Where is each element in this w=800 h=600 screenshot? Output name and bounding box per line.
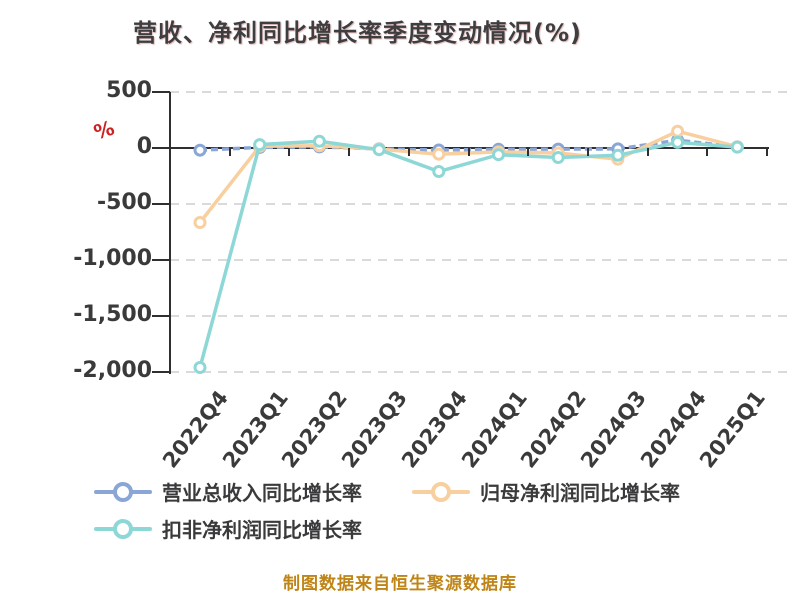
legend-label: 营业总收入同比增长率 (162, 481, 362, 505)
data-point-marker (671, 135, 685, 149)
data-point-marker (253, 138, 267, 152)
gridline (170, 203, 790, 205)
data-point-marker (611, 148, 625, 162)
y-tick-label: -1,000 (73, 246, 152, 271)
data-point-marker (193, 361, 207, 374)
y-axis-line (169, 92, 171, 374)
y-axis-tick (152, 371, 170, 373)
y-axis-tick (152, 91, 170, 93)
x-axis-tick (288, 148, 291, 156)
chart-title: 营收、净利同比增长率季度变动情况(%) (133, 19, 582, 47)
y-axis-tick (152, 203, 170, 205)
y-tick-label: 500 (106, 78, 152, 103)
footer-source-text: 制图数据来自恒生聚源数据库 (283, 574, 517, 594)
x-axis-tick (706, 148, 709, 156)
data-point-marker (671, 124, 685, 138)
gridline (170, 371, 790, 373)
legend-label: 归母净利润同比增长率 (480, 481, 680, 505)
y-tick-label: -2,000 (73, 358, 152, 383)
x-axis-tick (467, 148, 470, 156)
y-tick-label: -1,500 (73, 302, 152, 327)
legend-marker-teal-icon (94, 518, 152, 540)
x-axis-tick (169, 148, 171, 156)
y-tick-label: 0 (136, 134, 152, 159)
data-point-marker (193, 216, 207, 229)
y-axis-tick (152, 259, 170, 261)
x-axis-tick (407, 148, 410, 156)
data-point-marker (551, 151, 565, 164)
legend-label: 扣非净利润同比增长率 (162, 518, 362, 542)
y-axis-tick (152, 147, 170, 149)
x-axis-tick (348, 148, 351, 156)
gridline (170, 91, 790, 93)
data-point-marker (193, 143, 207, 157)
x-axis-tick (766, 148, 768, 156)
data-point-marker (492, 148, 505, 162)
data-point-marker (730, 140, 744, 154)
gridline (170, 315, 790, 317)
gridline (170, 259, 790, 261)
x-axis-tick (527, 148, 530, 156)
x-axis-tick (646, 148, 649, 156)
x-axis-tick (586, 148, 589, 156)
legend-item-revenue-growth: 营业总收入同比增长率 (94, 477, 362, 506)
legend-item-net-profit-growth: 归母净利润同比增长率 (412, 477, 680, 506)
legend-marker-orange-icon (412, 481, 470, 503)
data-point-marker (372, 143, 386, 157)
series-line-deducted-net-profit-growth (198, 139, 738, 368)
x-axis-tick (228, 148, 231, 156)
y-axis-tick (152, 315, 170, 317)
data-point-marker (312, 134, 326, 148)
data-point-marker (432, 147, 446, 161)
data-point-marker (432, 165, 446, 178)
y-tick-label: -500 (96, 190, 152, 215)
legend-marker-blue-icon (94, 481, 152, 503)
legend-item-deducted-net-profit-growth: 扣非净利润同比增长率 (94, 514, 362, 543)
